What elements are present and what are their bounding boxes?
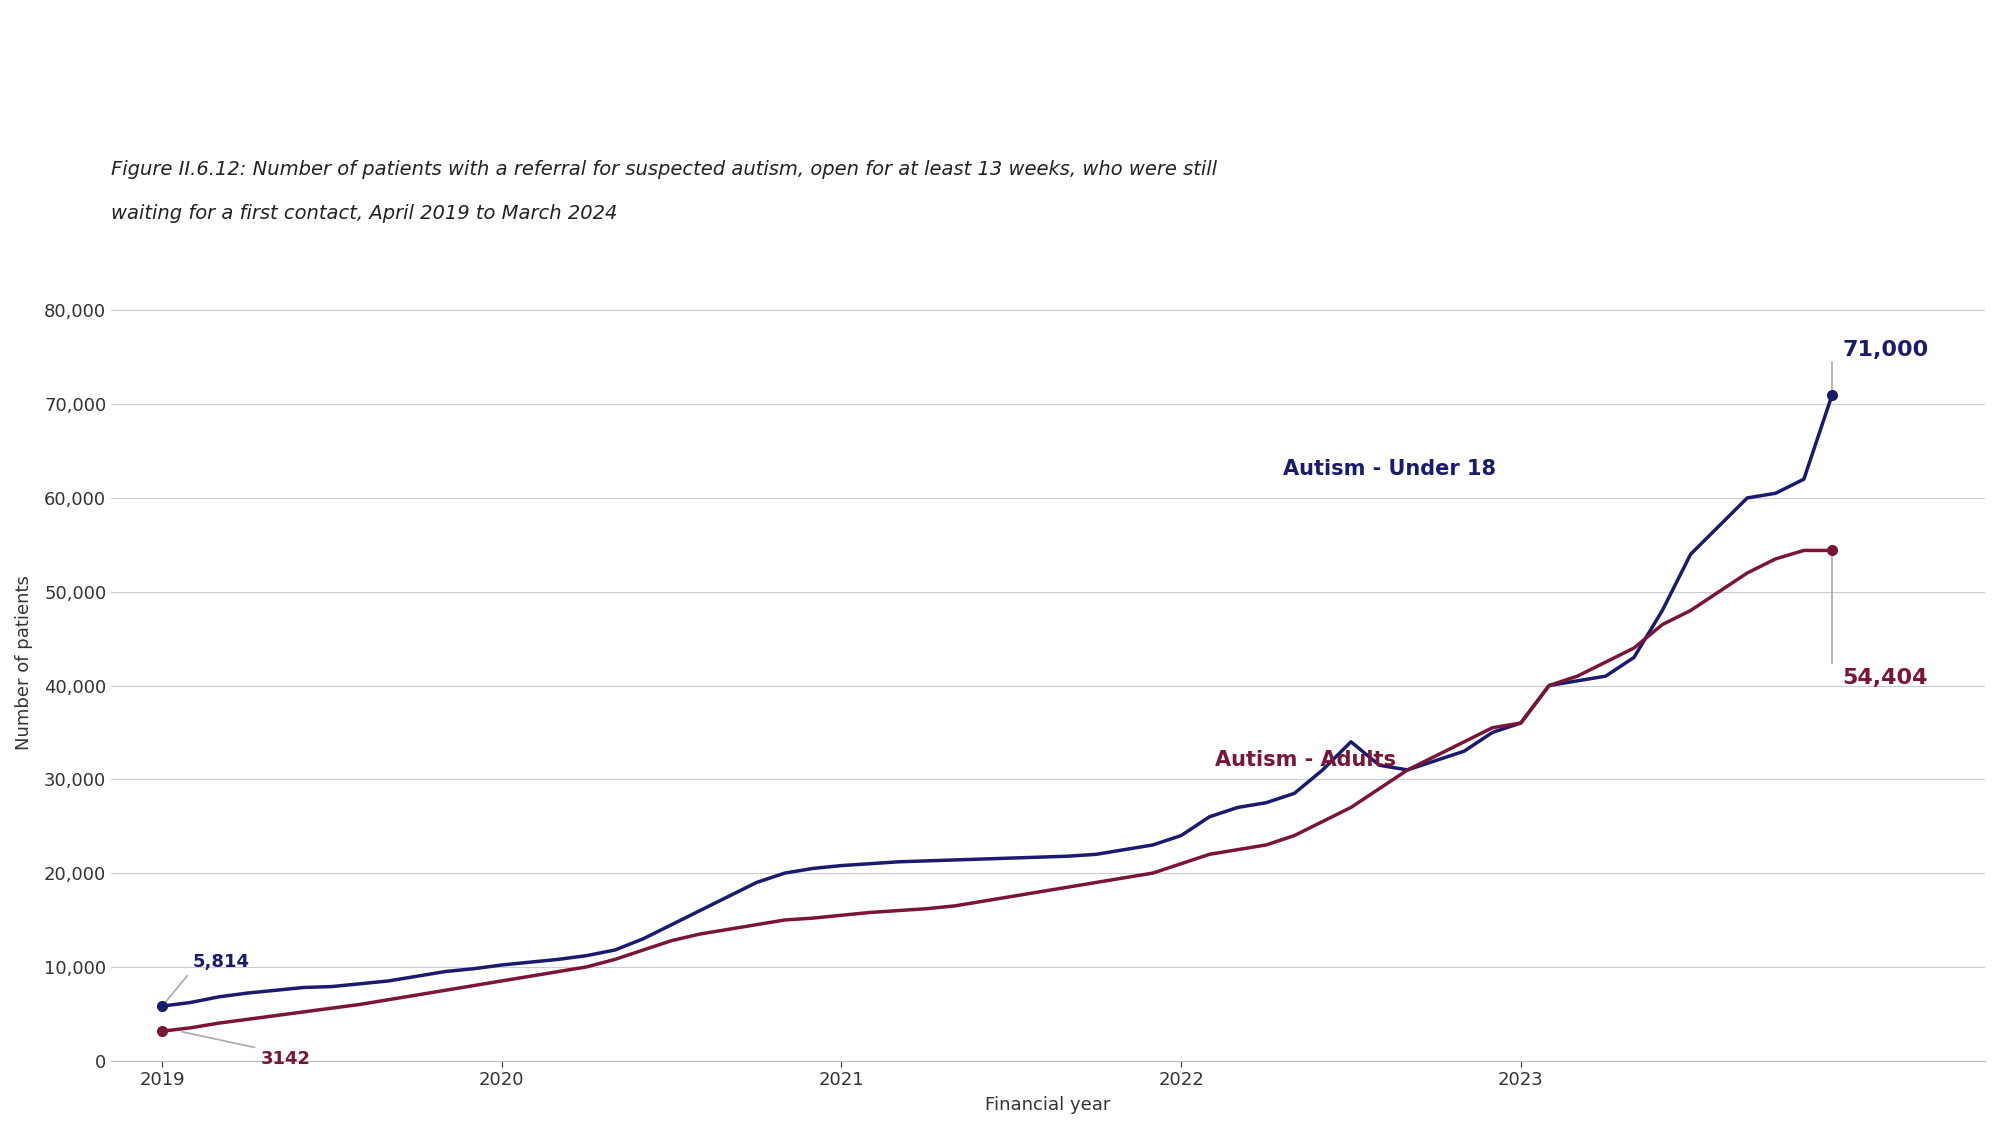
Text: 54,404: 54,404 [1842, 667, 1928, 688]
Text: Autism - Adults: Autism - Adults [1216, 750, 1396, 770]
Text: Autism - Under 18: Autism - Under 18 [1284, 460, 1496, 479]
Text: waiting for a first contact, April 2019 to March 2024: waiting for a first contact, April 2019 … [112, 203, 618, 222]
Text: 3142: 3142 [260, 1050, 310, 1068]
Text: 71,000: 71,000 [1842, 340, 1928, 360]
Text: 5,814: 5,814 [192, 953, 250, 971]
Y-axis label: Number of patients: Number of patients [16, 575, 34, 750]
X-axis label: Financial year: Financial year [986, 1096, 1110, 1114]
Text: Figure II.6.12: Number of patients with a referral for suspected autism, open fo: Figure II.6.12: Number of patients with … [112, 160, 1218, 178]
